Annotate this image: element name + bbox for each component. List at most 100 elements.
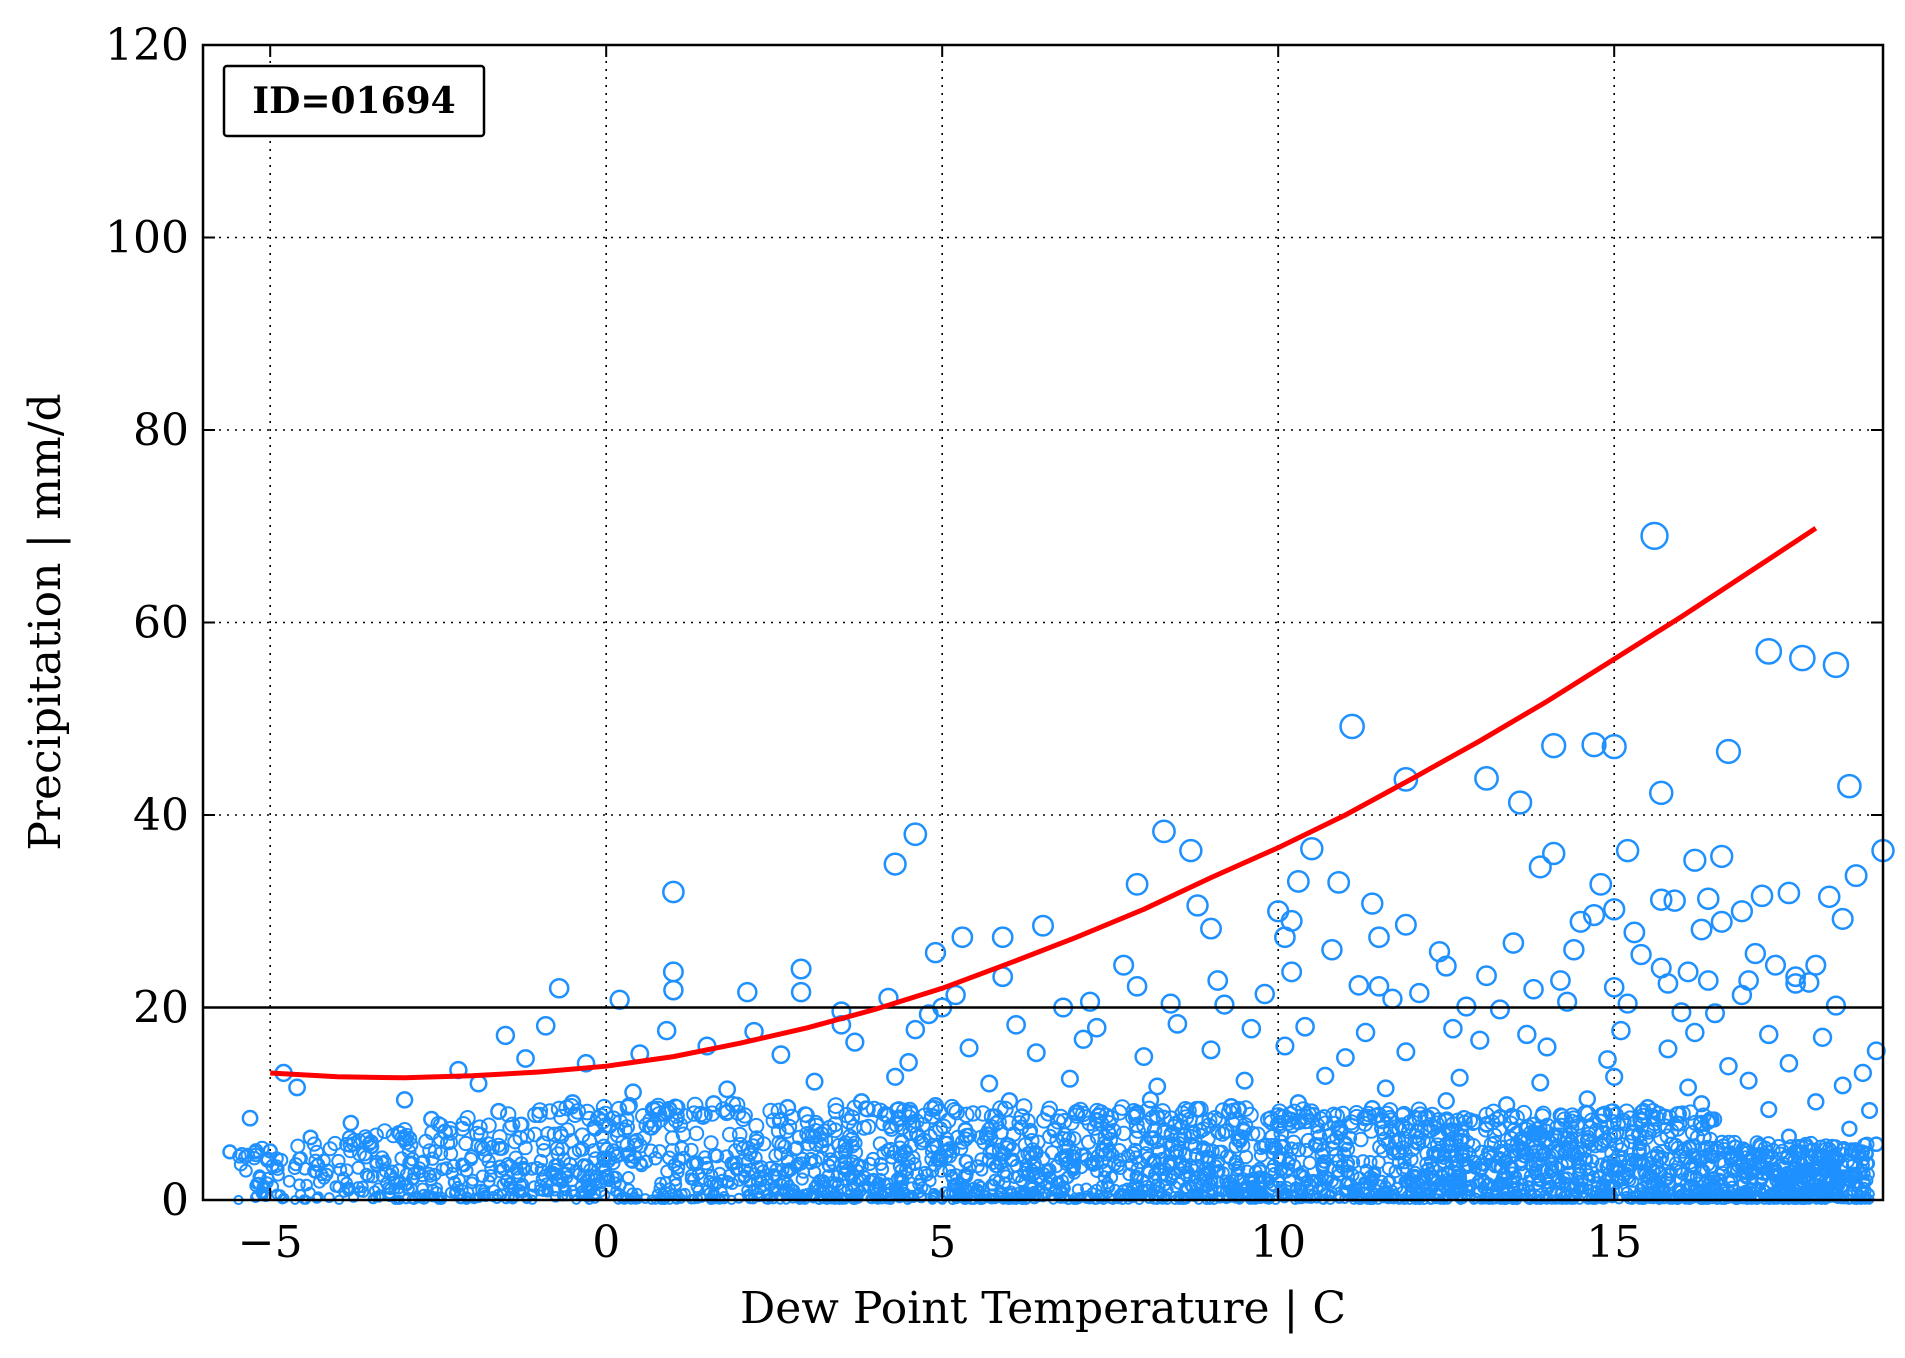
data-point xyxy=(1201,1040,1221,1060)
data-point xyxy=(836,1161,850,1176)
data-point xyxy=(1141,1091,1160,1109)
data-point xyxy=(1032,914,1054,937)
data-point xyxy=(1348,1105,1365,1122)
data-point xyxy=(1134,1047,1154,1066)
data-point xyxy=(514,1179,528,1192)
data-point xyxy=(1212,1185,1225,1198)
data-point xyxy=(1057,1148,1073,1164)
data-point xyxy=(1055,1193,1067,1204)
data-point xyxy=(808,1136,824,1153)
data-point xyxy=(597,1163,611,1178)
data-point xyxy=(1315,1170,1330,1184)
data-point xyxy=(958,1106,975,1124)
data-point xyxy=(252,1170,266,1184)
data-point xyxy=(707,1147,723,1163)
data-point xyxy=(1327,870,1351,894)
data-point xyxy=(875,1162,890,1177)
data-point xyxy=(247,1151,262,1166)
data-point xyxy=(493,1159,508,1174)
data-point xyxy=(1759,1144,1775,1160)
data-point xyxy=(1596,1105,1614,1123)
data-point xyxy=(1845,1144,1861,1160)
x-tick-label: −5 xyxy=(238,1217,303,1268)
data-point xyxy=(576,1054,596,1073)
data-point xyxy=(1703,1111,1720,1128)
data-point xyxy=(1363,1192,1375,1204)
data-point xyxy=(1508,1191,1520,1203)
data-point xyxy=(1856,1193,1868,1205)
data-point xyxy=(1861,1101,1879,1120)
data-point xyxy=(1221,1177,1234,1191)
data-point xyxy=(686,1105,703,1122)
data-point xyxy=(892,1149,908,1164)
data-point xyxy=(1139,1135,1155,1152)
data-point xyxy=(423,1110,440,1128)
data-point xyxy=(347,1191,360,1203)
data-point xyxy=(563,1094,582,1112)
data-point xyxy=(860,1118,877,1135)
data-points xyxy=(222,521,1895,1197)
data-point xyxy=(656,1020,677,1041)
data-point xyxy=(1582,1168,1596,1182)
data-point xyxy=(1684,1124,1701,1141)
data-point xyxy=(674,1141,690,1157)
data-point xyxy=(1831,907,1854,931)
data-point xyxy=(1497,1167,1512,1181)
data-point xyxy=(476,1141,492,1157)
data-point xyxy=(796,1106,814,1123)
data-point xyxy=(412,1165,427,1179)
data-point xyxy=(553,1108,570,1126)
data-point xyxy=(1693,1114,1710,1131)
data-point xyxy=(1689,1129,1706,1146)
data-point xyxy=(1410,1135,1426,1151)
data-point xyxy=(980,1074,999,1093)
data-point xyxy=(1571,1175,1585,1189)
data-point xyxy=(1677,961,1699,983)
y-tick-label: 80 xyxy=(133,405,189,456)
data-point xyxy=(462,1192,473,1204)
data-point xyxy=(535,1015,556,1036)
data-point xyxy=(1254,983,1275,1005)
data-point xyxy=(455,1116,472,1132)
data-point xyxy=(1140,1184,1154,1197)
data-point xyxy=(1633,1156,1649,1171)
data-point xyxy=(1837,773,1862,799)
data-point xyxy=(1785,973,1806,994)
data-point xyxy=(918,1004,939,1025)
data-point xyxy=(1173,1119,1190,1136)
data-point xyxy=(1281,961,1303,983)
y-tick-label: 20 xyxy=(133,983,189,1034)
data-point xyxy=(721,1175,735,1189)
data-point xyxy=(312,1175,326,1189)
data-point xyxy=(1754,1176,1768,1190)
data-point xyxy=(381,1181,395,1195)
data-point xyxy=(959,1169,974,1184)
data-point xyxy=(1478,1106,1495,1124)
data-point xyxy=(1192,1123,1208,1140)
data-point xyxy=(803,1155,818,1171)
data-point xyxy=(1015,1098,1033,1115)
data-point xyxy=(1853,1063,1872,1083)
data-point xyxy=(418,1133,434,1150)
data-point xyxy=(1353,1131,1369,1148)
data-point xyxy=(1404,1184,1417,1197)
data-point xyxy=(1789,644,1816,672)
data-point xyxy=(1060,1069,1079,1088)
data-point xyxy=(780,1163,794,1178)
data-point xyxy=(1027,1158,1042,1173)
data-point xyxy=(1725,1164,1740,1178)
data-point xyxy=(914,1116,931,1133)
data-point xyxy=(1744,942,1767,965)
data-point xyxy=(1052,1108,1069,1126)
data-point xyxy=(1563,939,1585,961)
data-point xyxy=(1395,1105,1413,1123)
data-point xyxy=(1570,1114,1587,1131)
data-point xyxy=(399,1177,413,1191)
data-point xyxy=(363,1134,379,1151)
data-point xyxy=(517,1162,532,1177)
data-point xyxy=(951,926,974,949)
data-point xyxy=(536,1143,552,1158)
data-point xyxy=(1542,1149,1557,1165)
data-point xyxy=(737,981,758,1003)
data-point xyxy=(1355,1022,1376,1043)
